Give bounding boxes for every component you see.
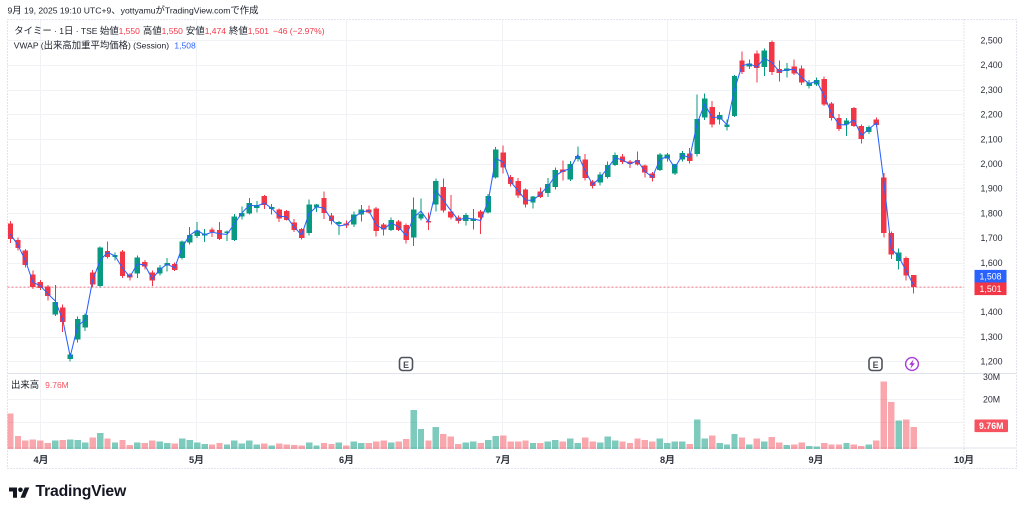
svg-text:E: E xyxy=(403,360,409,370)
svg-text:8月: 8月 xyxy=(660,452,675,466)
svg-text:9.76M: 9.76M xyxy=(979,421,1003,431)
svg-text:2,400: 2,400 xyxy=(980,60,1002,70)
svg-text:TradingView: TradingView xyxy=(36,483,127,500)
svg-text:1,600: 1,600 xyxy=(980,258,1002,268)
svg-text:9月 19, 2025 19:10 UTC+9、yottya: 9月 19, 2025 19:10 UTC+9、yottyamuがTrading… xyxy=(8,3,259,17)
svg-text:6月: 6月 xyxy=(339,452,354,466)
svg-text:30M: 30M xyxy=(983,372,1000,382)
svg-text:2,200: 2,200 xyxy=(980,110,1002,120)
svg-text:1,300: 1,300 xyxy=(980,332,1002,342)
svg-text:2,000: 2,000 xyxy=(980,159,1002,169)
svg-text:2,300: 2,300 xyxy=(980,85,1002,95)
svg-text:4月: 4月 xyxy=(34,452,49,466)
svg-text:1,900: 1,900 xyxy=(980,184,1002,194)
svg-text:9月: 9月 xyxy=(809,452,824,466)
svg-text:1,501: 1,501 xyxy=(979,284,1001,294)
svg-text:1,800: 1,800 xyxy=(980,208,1002,218)
svg-text:2,500: 2,500 xyxy=(980,36,1002,46)
svg-text:1,700: 1,700 xyxy=(980,233,1002,243)
svg-text:1,400: 1,400 xyxy=(980,307,1002,317)
svg-text:10月: 10月 xyxy=(954,452,974,466)
svg-text:E: E xyxy=(873,360,879,370)
svg-text:7月: 7月 xyxy=(496,452,511,466)
svg-text:5月: 5月 xyxy=(189,452,204,466)
svg-text:VWAP (出来高加重平均価格) (Session) 1,5: VWAP (出来高加重平均価格) (Session) 1,508 xyxy=(14,37,196,51)
svg-text:20M: 20M xyxy=(983,395,1000,405)
svg-text:1,508: 1,508 xyxy=(979,271,1001,281)
svg-text:1,200: 1,200 xyxy=(980,357,1002,367)
svg-text:2,100: 2,100 xyxy=(980,134,1002,144)
